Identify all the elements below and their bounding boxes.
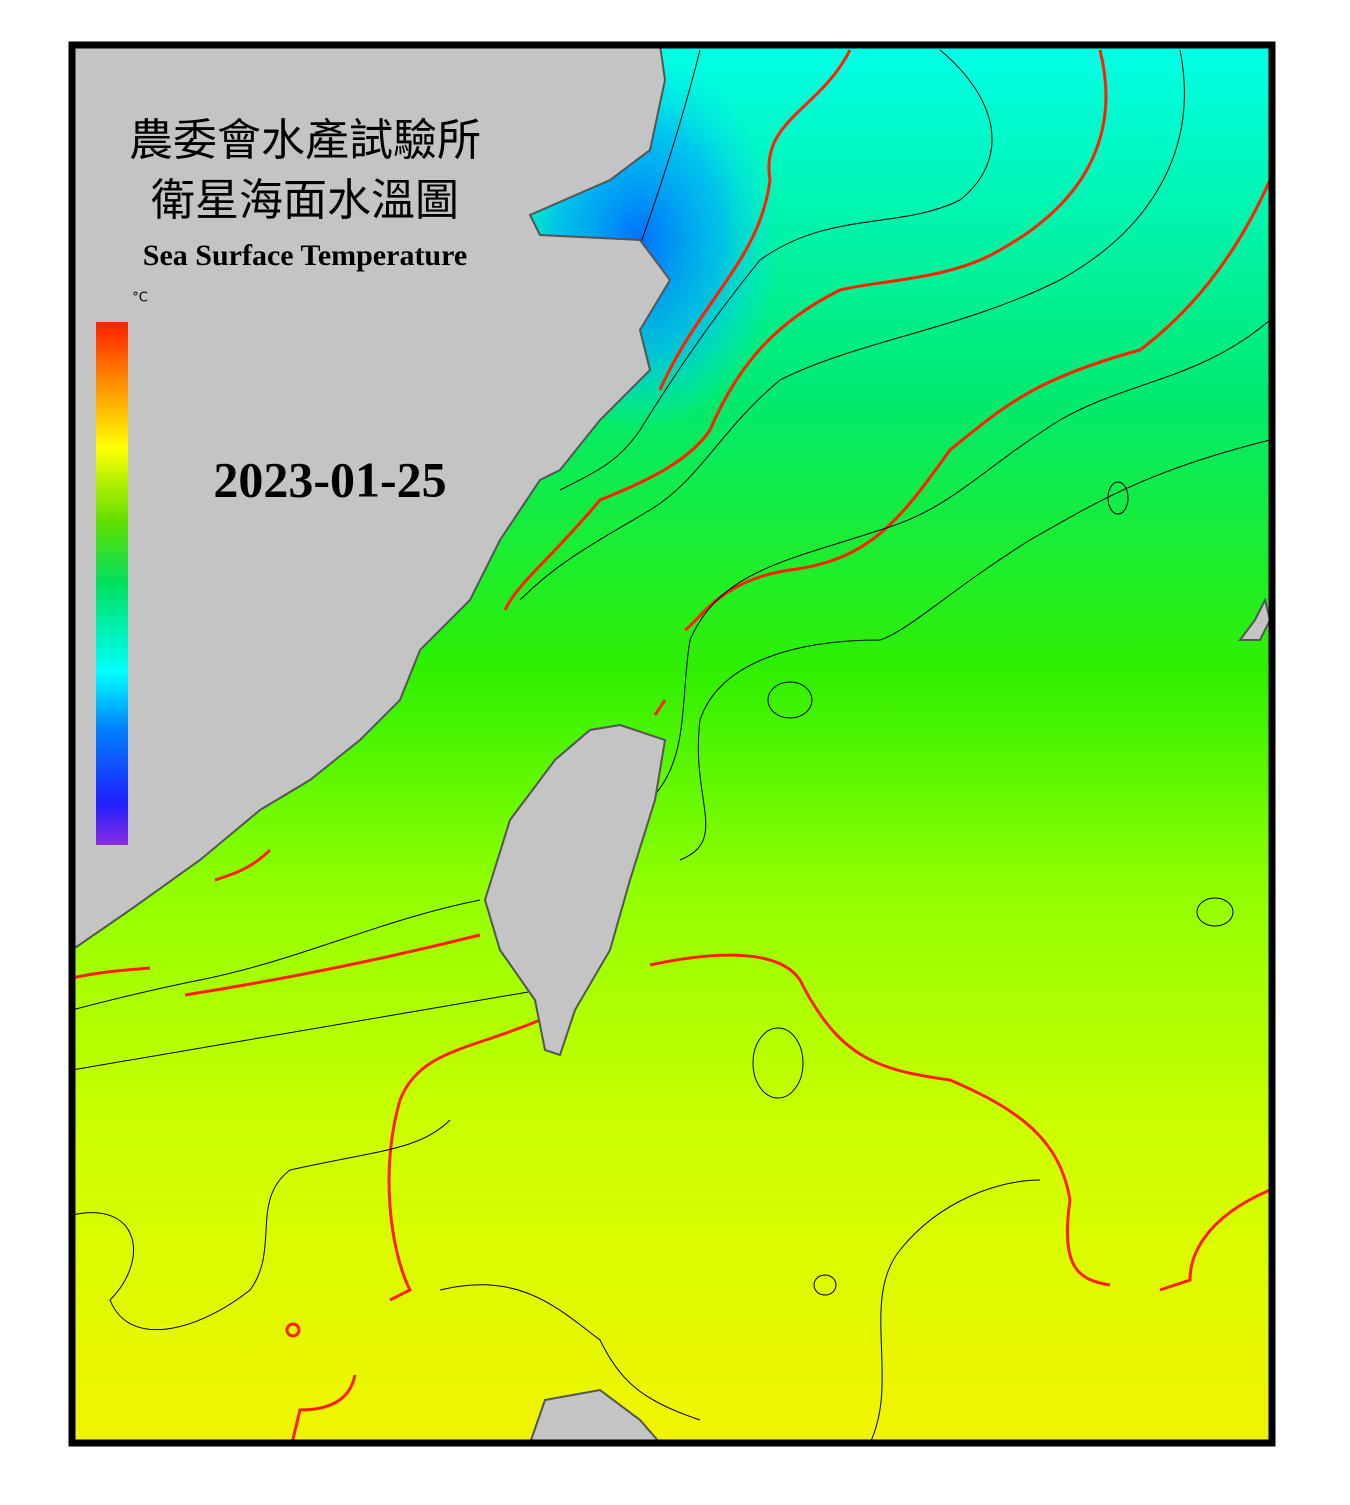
- land: [71, 44, 1272, 1444]
- colorbar: [96, 322, 128, 845]
- map-frame: [68, 41, 1276, 1447]
- major-contours: [71, 49, 1272, 1444]
- colorbar-unit: °C: [132, 291, 148, 306]
- minor-contours: [71, 49, 1271, 1444]
- date: 2023-01-25: [213, 451, 446, 507]
- title-zh: 農委會水產試驗所: [129, 116, 481, 165]
- title-zh: 衛星海面水溫圖: [151, 176, 459, 225]
- title-en: Sea Surface Temperature: [143, 239, 467, 272]
